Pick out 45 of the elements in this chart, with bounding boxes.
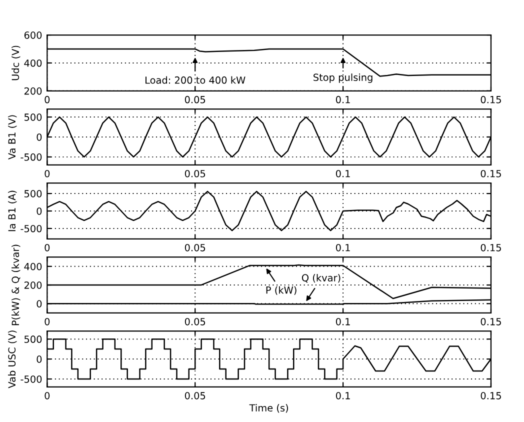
y-tick-label: 400 xyxy=(24,59,42,67)
y-axis-title: P(kW) & Q (kvar) xyxy=(12,244,20,326)
x-tick-label: 0.05 xyxy=(184,96,206,104)
annotation: Load: 200 to 400 kW xyxy=(146,76,246,84)
y-tick-label: 200 xyxy=(24,87,42,95)
x-tick-label: 0 xyxy=(44,96,50,104)
x-tick-label: 0.1 xyxy=(336,170,350,178)
y-tick-label: -500 xyxy=(20,375,42,383)
x-tick-label: 0.1 xyxy=(336,244,350,252)
x-axis-title: Time (s) xyxy=(249,404,288,413)
x-tick-label: 0.15 xyxy=(480,318,501,326)
x-tick-label: 0 xyxy=(44,392,50,400)
annotation: P (kW) xyxy=(266,286,296,295)
y-tick-label: 0 xyxy=(36,356,42,363)
x-tick-label: 0.15 xyxy=(480,170,501,178)
y-tick-label: 500 xyxy=(24,190,42,198)
x-tick-label: 0.05 xyxy=(184,318,206,326)
x-tick-label: 0.15 xyxy=(480,392,501,400)
x-tick-label: 0.15 xyxy=(480,96,501,104)
x-tick-label: 0.05 xyxy=(184,392,206,400)
annotation: Q (kvar) xyxy=(302,274,340,283)
x-tick-label: 0.1 xyxy=(336,96,350,104)
annotation: Stop pulsing xyxy=(314,73,372,83)
y-axis-title: Udc (V) xyxy=(12,46,20,80)
x-tick-label: 0.05 xyxy=(184,244,206,252)
y-axis-title: Va B1 (V) xyxy=(8,115,17,160)
x-tick-label: 0 xyxy=(44,244,50,252)
y-tick-label: -500 xyxy=(20,224,42,232)
x-tick-label: 0.1 xyxy=(336,318,350,326)
x-tick-label: 0.05 xyxy=(184,170,206,178)
y-tick-label: 0 xyxy=(36,133,42,141)
y-tick-label: 500 xyxy=(24,336,42,343)
y-tick-label: 0 xyxy=(36,300,42,308)
y-tick-label: -500 xyxy=(20,153,42,161)
y-axis-title: Ia B1 (A) xyxy=(8,190,17,232)
y-tick-label: 600 xyxy=(24,32,42,39)
x-tick-label: 0.15 xyxy=(480,244,501,252)
x-tick-label: 0.1 xyxy=(336,392,350,400)
y-tick-label: 200 xyxy=(24,281,42,289)
y-tick-label: 0 xyxy=(36,207,42,215)
x-tick-label: 0 xyxy=(44,170,50,178)
y-tick-label: 400 xyxy=(24,262,42,270)
y-tick-label: 500 xyxy=(24,114,42,121)
y-axis-title: Vab USC (V) xyxy=(8,330,17,388)
x-tick-label: 0 xyxy=(44,318,50,326)
